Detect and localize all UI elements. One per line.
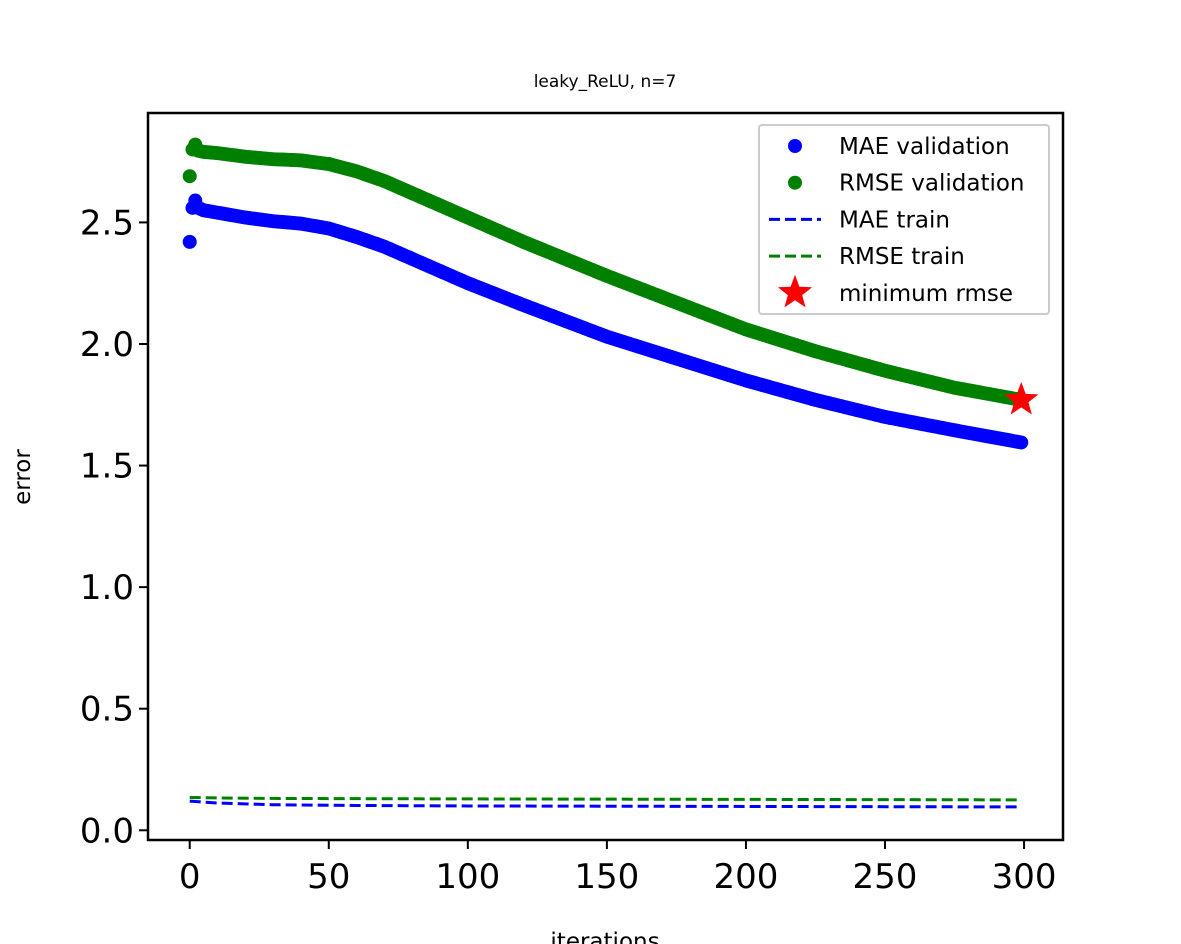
y-tick-label: 0.0 (80, 811, 134, 851)
series-mae-validation (182, 193, 1029, 450)
chart-title: leaky_ReLU, n=7 (534, 72, 677, 92)
x-axis-title: iterations (550, 929, 659, 944)
x-tick-label: 200 (713, 857, 778, 897)
y-axis-title: error (10, 449, 36, 505)
y-tick-label: 0.5 (80, 690, 134, 730)
x-tick-label: 300 (992, 857, 1057, 897)
legend-marker-mae-validation (788, 139, 802, 153)
legend-label-rmse-train: RMSE train (839, 244, 965, 270)
series-rmse-train (189, 795, 1022, 802)
plot-area: 0 50 100 150 200 250 300 0.0 0.5 1.0 1.5 2.0 2.5 (80, 111, 1065, 897)
legend-label-minimum-rmse: minimum rmse (839, 281, 1013, 307)
rmse-validation-point (182, 169, 197, 184)
axes-frame (146, 111, 1065, 842)
legend-label-rmse-validation: RMSE validation (839, 171, 1025, 197)
y-tick-label: 2.5 (80, 203, 134, 243)
series-rmse-validation (182, 137, 1029, 407)
rmse-train-line (189, 795, 1022, 802)
mae-train-line (189, 799, 1022, 809)
series-mae-train (189, 799, 1022, 809)
legend-marker-rmse-validation (788, 175, 802, 190)
minimum-rmse-marker (1004, 381, 1039, 415)
x-tick-label: 250 (853, 857, 918, 897)
y-tick-label: 1.0 (80, 568, 134, 608)
legend: MAE validation RMSE validation MAE train RM… (758, 124, 1050, 315)
y-tick-label: 2.0 (80, 325, 134, 365)
legend-label-mae-train: MAE train (839, 207, 950, 233)
x-tick-label: 100 (435, 857, 500, 897)
legend-box (758, 124, 1050, 315)
legend-label-mae-validation: MAE validation (839, 134, 1010, 160)
legend-marker-minimum-rmse (777, 274, 813, 308)
series-minimum-rmse (1004, 381, 1039, 415)
mae-validation-point (1014, 435, 1029, 450)
mae-validation-point (182, 234, 197, 249)
x-tick-label: 0 (179, 857, 201, 897)
x-tick-label: 150 (574, 857, 639, 897)
y-tick-label: 1.5 (80, 447, 134, 487)
x-tick-label: 50 (307, 857, 350, 897)
